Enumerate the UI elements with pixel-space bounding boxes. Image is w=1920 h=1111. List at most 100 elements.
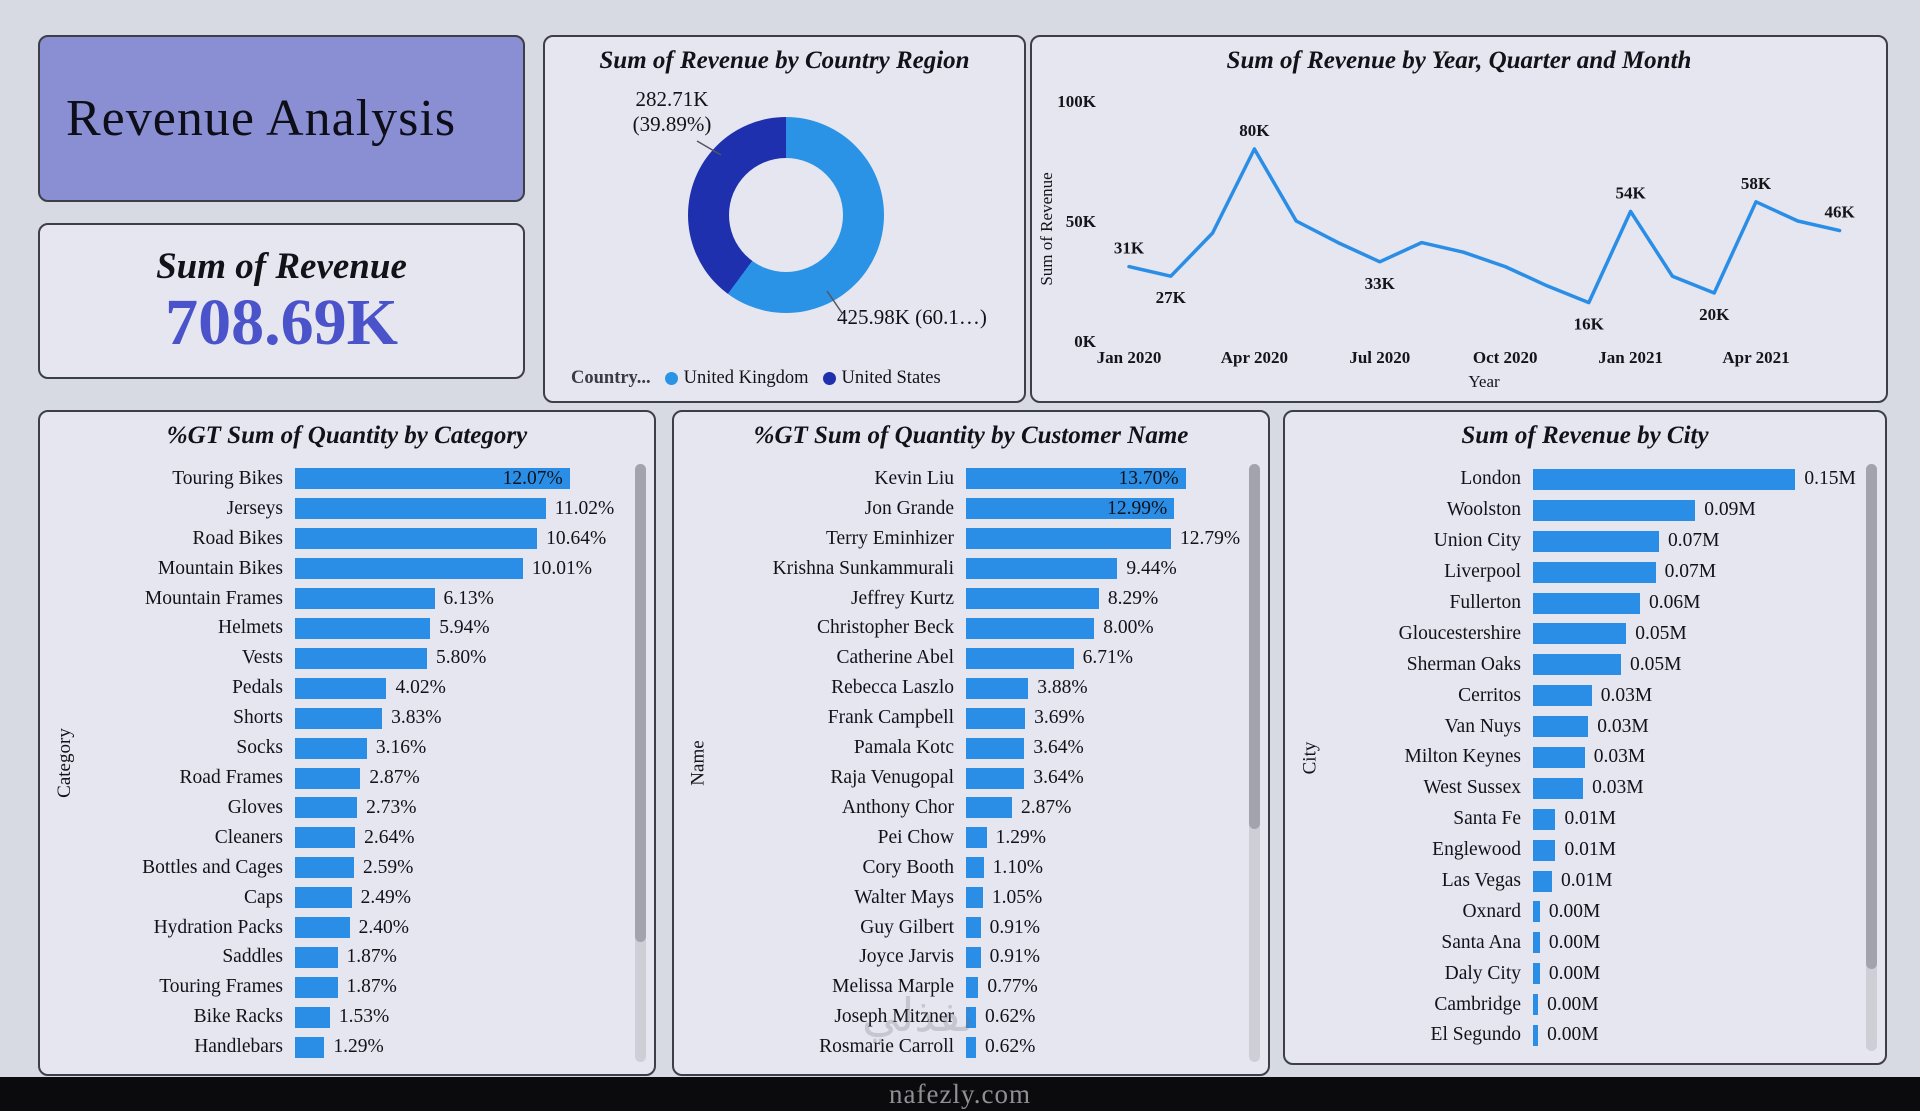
- bar-row-helmets: Helmets 5.94%: [80, 614, 630, 644]
- bar-category-label: Helmets: [218, 617, 283, 639]
- bar-row-road-bikes: Road Bikes 10.64%: [80, 524, 630, 554]
- revenue-by-country-card: Sum of Revenue by Country Region 282.71K…: [543, 35, 1026, 403]
- bar-gloucestershire[interactable]: [1533, 623, 1627, 645]
- bar-track: 2.87%: [966, 793, 1244, 823]
- bar-hydration-packs[interactable]: [295, 917, 350, 939]
- bar-value-label: 11.02%: [554, 497, 615, 519]
- bar-vests[interactable]: [295, 647, 427, 669]
- bar-cleaners[interactable]: [295, 827, 356, 849]
- bar-guy-gilbert[interactable]: [966, 917, 981, 939]
- bar-woolston[interactable]: [1533, 499, 1696, 521]
- bar-bike-racks[interactable]: [295, 1006, 330, 1028]
- bar-row-road-frames: Road Frames 2.87%: [80, 763, 630, 793]
- scrollbar-thumb[interactable]: [1249, 464, 1260, 829]
- bar-joyce-jarvis[interactable]: [966, 946, 981, 968]
- bar-frank-campbell[interactable]: [966, 707, 1026, 729]
- bar-el-segundo[interactable]: [1533, 1024, 1539, 1046]
- bar-sherman-oaks[interactable]: [1533, 654, 1622, 676]
- bar-socks[interactable]: [295, 737, 367, 759]
- vertical-scrollbar[interactable]: [1866, 464, 1877, 1051]
- bar-jerseys[interactable]: [295, 498, 546, 520]
- bar-milton-keynes[interactable]: [1533, 746, 1585, 768]
- bar-category-label: London: [1460, 468, 1521, 490]
- bar-van-nuys[interactable]: [1533, 716, 1589, 738]
- bar-terry-eminhizer[interactable]: [966, 528, 1172, 550]
- bar-road-bikes[interactable]: [295, 528, 538, 550]
- vertical-scrollbar[interactable]: [1249, 464, 1260, 1062]
- bar-value-label: 3.88%: [1037, 677, 1088, 699]
- bar-track: 5.80%: [295, 643, 630, 673]
- bar-helmets[interactable]: [295, 617, 431, 639]
- axis-text: Year: [1468, 372, 1500, 391]
- bar-row-touring-bikes: Touring Bikes 12.07%: [80, 464, 630, 494]
- bar-value-label: 1.05%: [991, 886, 1043, 908]
- scrollbar-thumb[interactable]: [1866, 464, 1877, 969]
- bar-daly-city[interactable]: [1533, 963, 1540, 985]
- bar-category-label: West Sussex: [1423, 777, 1521, 799]
- bar-track: 0.91%: [966, 913, 1244, 943]
- bar-fullerton[interactable]: [1533, 592, 1641, 614]
- bar-value-label: 0.03M: [1600, 684, 1653, 706]
- axis-text: Sum of Revenue: [1037, 172, 1056, 285]
- legend-item-united-kingdom[interactable]: United Kingdom: [664, 368, 809, 389]
- vertical-scrollbar[interactable]: [635, 464, 646, 1062]
- bar-jon-grande[interactable]: 12.99%: [966, 498, 1175, 520]
- bar-cerritos[interactable]: [1533, 685, 1592, 707]
- bar-santa-ana[interactable]: [1533, 932, 1540, 954]
- bar-category-label: Krishna Sunkammurali: [772, 557, 954, 579]
- bar-bottles-and-cages[interactable]: [295, 857, 354, 879]
- bar-rebecca-laszlo[interactable]: [966, 677, 1029, 699]
- bar-row-caps: Caps 2.49%: [80, 883, 630, 913]
- bar-joseph-mitzner[interactable]: [966, 1006, 976, 1028]
- bar-touring-frames[interactable]: [295, 976, 338, 998]
- bar-oxnard[interactable]: [1533, 901, 1540, 923]
- bar-row-anthony-chor: Anthony Chor 2.87%: [714, 793, 1244, 823]
- bar-london[interactable]: [1533, 468, 1796, 490]
- data-point-label: 33K: [1365, 274, 1396, 293]
- bar-melissa-marple[interactable]: [966, 976, 979, 998]
- bar-value-label: 0.03M: [1597, 715, 1649, 737]
- bar-las-vegas[interactable]: [1533, 870, 1552, 892]
- scrollbar-thumb[interactable]: [635, 464, 646, 943]
- bar-catherine-abel[interactable]: [966, 647, 1074, 669]
- bar-row-santa-ana: Santa Ana 0.00M: [1325, 927, 1861, 958]
- bar-kevin-liu[interactable]: 13.70%: [966, 468, 1186, 490]
- bar-christopher-beck[interactable]: [966, 617, 1095, 639]
- bar-mountain-bikes[interactable]: [295, 558, 523, 580]
- bar-road-frames[interactable]: [295, 767, 361, 789]
- bar-west-sussex[interactable]: [1533, 777, 1584, 799]
- bar-value-label: 0.01M: [1564, 839, 1616, 861]
- bar-cory-booth[interactable]: [966, 857, 984, 879]
- bar-rosmarie-carroll[interactable]: [966, 1036, 976, 1058]
- bar-liverpool[interactable]: [1533, 561, 1656, 583]
- bar-value-label: 8.00%: [1103, 617, 1154, 639]
- bar-touring-bikes[interactable]: 12.07%: [295, 468, 570, 490]
- bar-saddles[interactable]: [295, 946, 338, 968]
- bar-union-city[interactable]: [1533, 530, 1660, 552]
- bar-mountain-frames[interactable]: [295, 588, 435, 610]
- bar-value-label: 2.64%: [364, 826, 415, 848]
- bar-handlebars[interactable]: [295, 1036, 325, 1058]
- bar-row-raja-venugopal: Raja Venugopal 3.64%: [714, 763, 1244, 793]
- bar-category-label: Union City: [1433, 530, 1521, 552]
- bar-caps[interactable]: [295, 887, 352, 909]
- bar-pei-chow[interactable]: [966, 827, 987, 849]
- bar-row-milton-keynes: Milton Keynes 0.03M: [1325, 742, 1861, 773]
- bar-santa-fe[interactable]: [1533, 808, 1556, 830]
- bar-englewood[interactable]: [1533, 839, 1556, 861]
- bar-rows: Kevin Liu 13.70% Jon Grande 12.99% Terry Emi…: [714, 464, 1244, 1062]
- bar-value-label: 1.29%: [333, 1036, 384, 1058]
- bar-row-jon-grande: Jon Grande 12.99%: [714, 494, 1244, 524]
- legend-item-united-states[interactable]: United States: [822, 368, 941, 389]
- bar-gloves[interactable]: [295, 797, 358, 819]
- bar-krishna-sunkammurali[interactable]: [966, 558, 1118, 580]
- bar-pedals[interactable]: [295, 677, 387, 699]
- bar-walter-mays[interactable]: [966, 887, 983, 909]
- bar-raja-venugopal[interactable]: [966, 767, 1025, 789]
- bar-jeffrey-kurtz[interactable]: [966, 588, 1099, 610]
- bar-anthony-chor[interactable]: [966, 797, 1012, 819]
- bar-pamala-kotc[interactable]: [966, 737, 1025, 759]
- bar-shorts[interactable]: [295, 707, 383, 729]
- revenue-trend-line[interactable]: [1127, 147, 1842, 305]
- bar-cambridge[interactable]: [1533, 994, 1539, 1016]
